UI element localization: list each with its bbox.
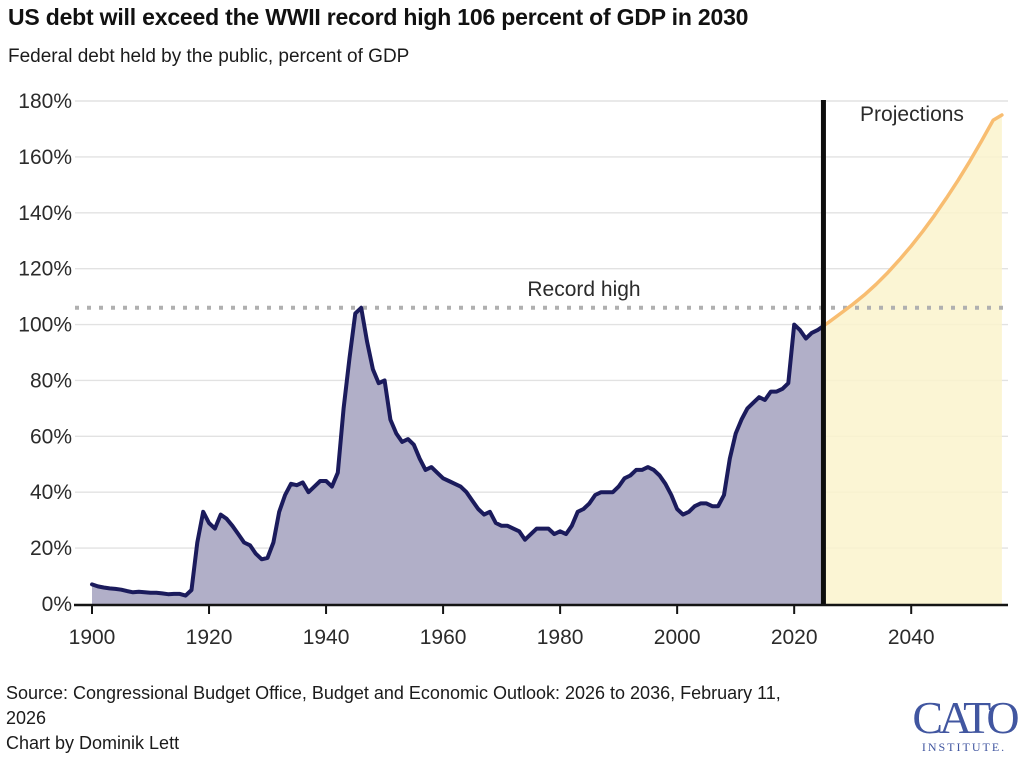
logo-wordmark: CATO: [912, 692, 1019, 743]
y-axis-tick-label: 80%: [30, 369, 72, 392]
y-axis-tick-label: 100%: [18, 314, 72, 337]
chart-subtitle: Federal debt held by the public, percent…: [8, 46, 410, 67]
logo-subtext: INSTITUTE.: [921, 740, 1007, 754]
y-axis-tick-label: 0%: [42, 593, 72, 616]
debt-gdp-chart: 0%20%40%60%80%100%120%140%160%180% 1900 1…: [18, 90, 1008, 649]
source-text-line2: 2026: [6, 708, 47, 728]
y-axis-tick-label: 40%: [30, 481, 72, 504]
credit-text: Chart by Dominik Lett: [6, 733, 180, 753]
projection-area-fill: [823, 115, 1002, 604]
y-axis-tick-label: 180%: [18, 90, 72, 113]
chart-title: US debt will exceed the WWII record high…: [8, 4, 749, 30]
projection-area: [823, 115, 1002, 604]
historical-series: [90, 305, 826, 604]
footer: Source: Congressional Budget Office, Bud…: [6, 681, 781, 756]
y-axis-tick-label: 60%: [30, 425, 72, 448]
annotations: Record high Projections: [527, 103, 964, 301]
x-axis-tick-label: 2000: [654, 626, 701, 649]
y-axis-tick-label: 120%: [18, 258, 72, 281]
x-axis-tick-label: 2020: [771, 626, 818, 649]
x-axis-labels: 1900 1920 1940 1960 1980 2000 2020 2040: [69, 626, 935, 649]
y-axis-tick-label: 20%: [30, 537, 72, 560]
x-axis-tick-label: 1960: [420, 626, 467, 649]
projection-line: [821, 113, 1004, 328]
x-axis-tick-label: 1920: [186, 626, 233, 649]
x-axis-tick-label: 1900: [69, 626, 116, 649]
source-text-line1: Source: Congressional Budget Office, Bud…: [6, 683, 781, 703]
y-axis-labels: 0% 20% 40% 60% 80% 100% 120% 140% 160% 180%: [18, 90, 72, 616]
cato-institute-logo: CATO INSTITUTE.: [912, 692, 1019, 755]
record-high-label: Record high: [527, 278, 640, 301]
historical-area: [92, 307, 824, 604]
y-axis-tick-label: 160%: [18, 146, 72, 169]
x-axis-tick-label: 1940: [303, 626, 350, 649]
x-axis-tick-label: 2040: [888, 626, 935, 649]
projections-label: Projections: [860, 103, 964, 126]
projection-curve: [821, 113, 1004, 328]
x-axis: [74, 603, 1008, 614]
gridlines: [75, 100, 1008, 549]
x-axis-tick-label: 1980: [537, 626, 584, 649]
historical-line: [90, 305, 826, 598]
y-axis-tick-label: 140%: [18, 202, 72, 225]
